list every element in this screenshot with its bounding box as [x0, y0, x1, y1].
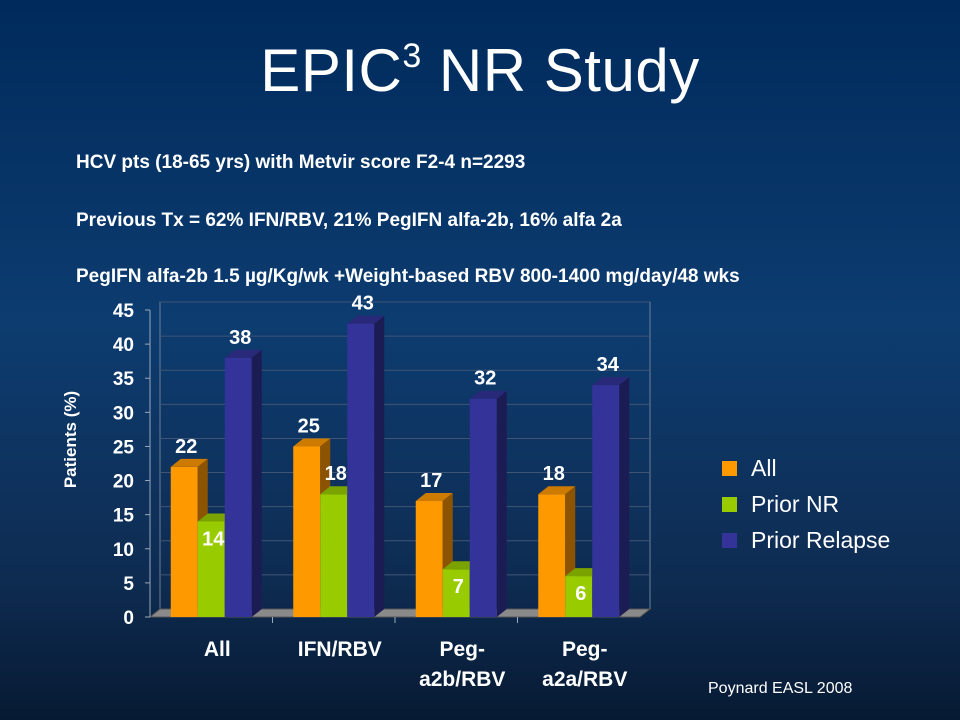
bar [170, 466, 198, 617]
data-label: 18 [325, 463, 347, 485]
bar [469, 398, 497, 617]
legend-label: Prior Relapse [751, 526, 891, 553]
data-label: 14 [202, 528, 225, 550]
legend-label: Prior NR [751, 490, 840, 517]
bar-top [170, 458, 208, 467]
x-tick-label: Peg- [562, 638, 608, 661]
x-tick-label: IFN/RBV [298, 638, 382, 661]
data-label: 22 [175, 436, 197, 458]
y-tick-label: 45 [113, 301, 135, 322]
bar [565, 576, 593, 617]
previous-treatment-line: Previous Tx = 62% IFN/RBV, 21% PegIFN al… [76, 210, 622, 231]
bar [592, 385, 620, 617]
bar-top [415, 493, 453, 502]
y-axis-label: Patients (%) [61, 391, 80, 488]
y-tick-label: 10 [113, 540, 134, 561]
x-tick-label: Peg- [439, 638, 485, 661]
bar [224, 357, 252, 617]
bar [293, 446, 321, 617]
bar [442, 569, 470, 617]
y-tick-label: 30 [113, 403, 134, 424]
data-label: 38 [229, 327, 251, 349]
slide-title: EPIC3 NR Study [260, 37, 700, 104]
bar [347, 323, 375, 617]
legend-swatch [722, 460, 737, 476]
bar [538, 494, 566, 617]
y-tick-label: 0 [123, 608, 134, 629]
bar-top [592, 377, 630, 386]
y-tick-label: 25 [113, 437, 135, 458]
y-tick-label: 35 [113, 369, 135, 390]
data-label: 18 [543, 463, 565, 485]
data-label: 6 [575, 583, 586, 605]
data-label: 32 [474, 368, 496, 390]
x-tick-label: a2b/RBV [419, 668, 505, 691]
legend-swatch [722, 532, 737, 548]
legend-label: All [751, 454, 777, 481]
x-tick-label: All [204, 638, 231, 661]
data-label: 43 [352, 293, 374, 315]
data-label: 17 [420, 470, 442, 492]
legend-item-prior-relapse: Prior Relapse [722, 522, 890, 558]
source-citation: Poynard EASL 2008 [708, 680, 853, 697]
legend-swatch [722, 496, 737, 512]
bar-side [374, 315, 385, 617]
bar [197, 521, 225, 617]
y-tick-label: 5 [123, 574, 134, 595]
data-label: 25 [298, 415, 320, 437]
study-population-line: HCV pts (18-65 yrs) with Metvir score F2… [76, 152, 526, 173]
y-tick-label: 20 [113, 472, 134, 493]
chart-legend: All Prior NR Prior Relapse [722, 450, 890, 558]
legend-item-all: All [722, 450, 890, 486]
bar-side [496, 390, 507, 617]
bar-top [538, 486, 576, 495]
bar-top [293, 438, 331, 447]
bar-top [347, 315, 385, 324]
legend-item-prior-nr: Prior NR [722, 486, 890, 522]
bar [415, 501, 443, 617]
y-tick-label: 40 [113, 335, 134, 356]
data-label: 7 [453, 576, 464, 598]
y-tick-label: 15 [113, 506, 135, 527]
bar-side [619, 377, 630, 617]
bar-top [469, 390, 507, 399]
regimen-line: PegIFN alfa-2b 1.5 µg/Kg/wk +Weight-base… [76, 266, 740, 287]
bar-side [251, 349, 262, 617]
bar-top [224, 349, 262, 358]
bar [320, 494, 348, 617]
data-label: 34 [597, 354, 620, 376]
x-tick-label: a2a/RBV [542, 668, 627, 691]
